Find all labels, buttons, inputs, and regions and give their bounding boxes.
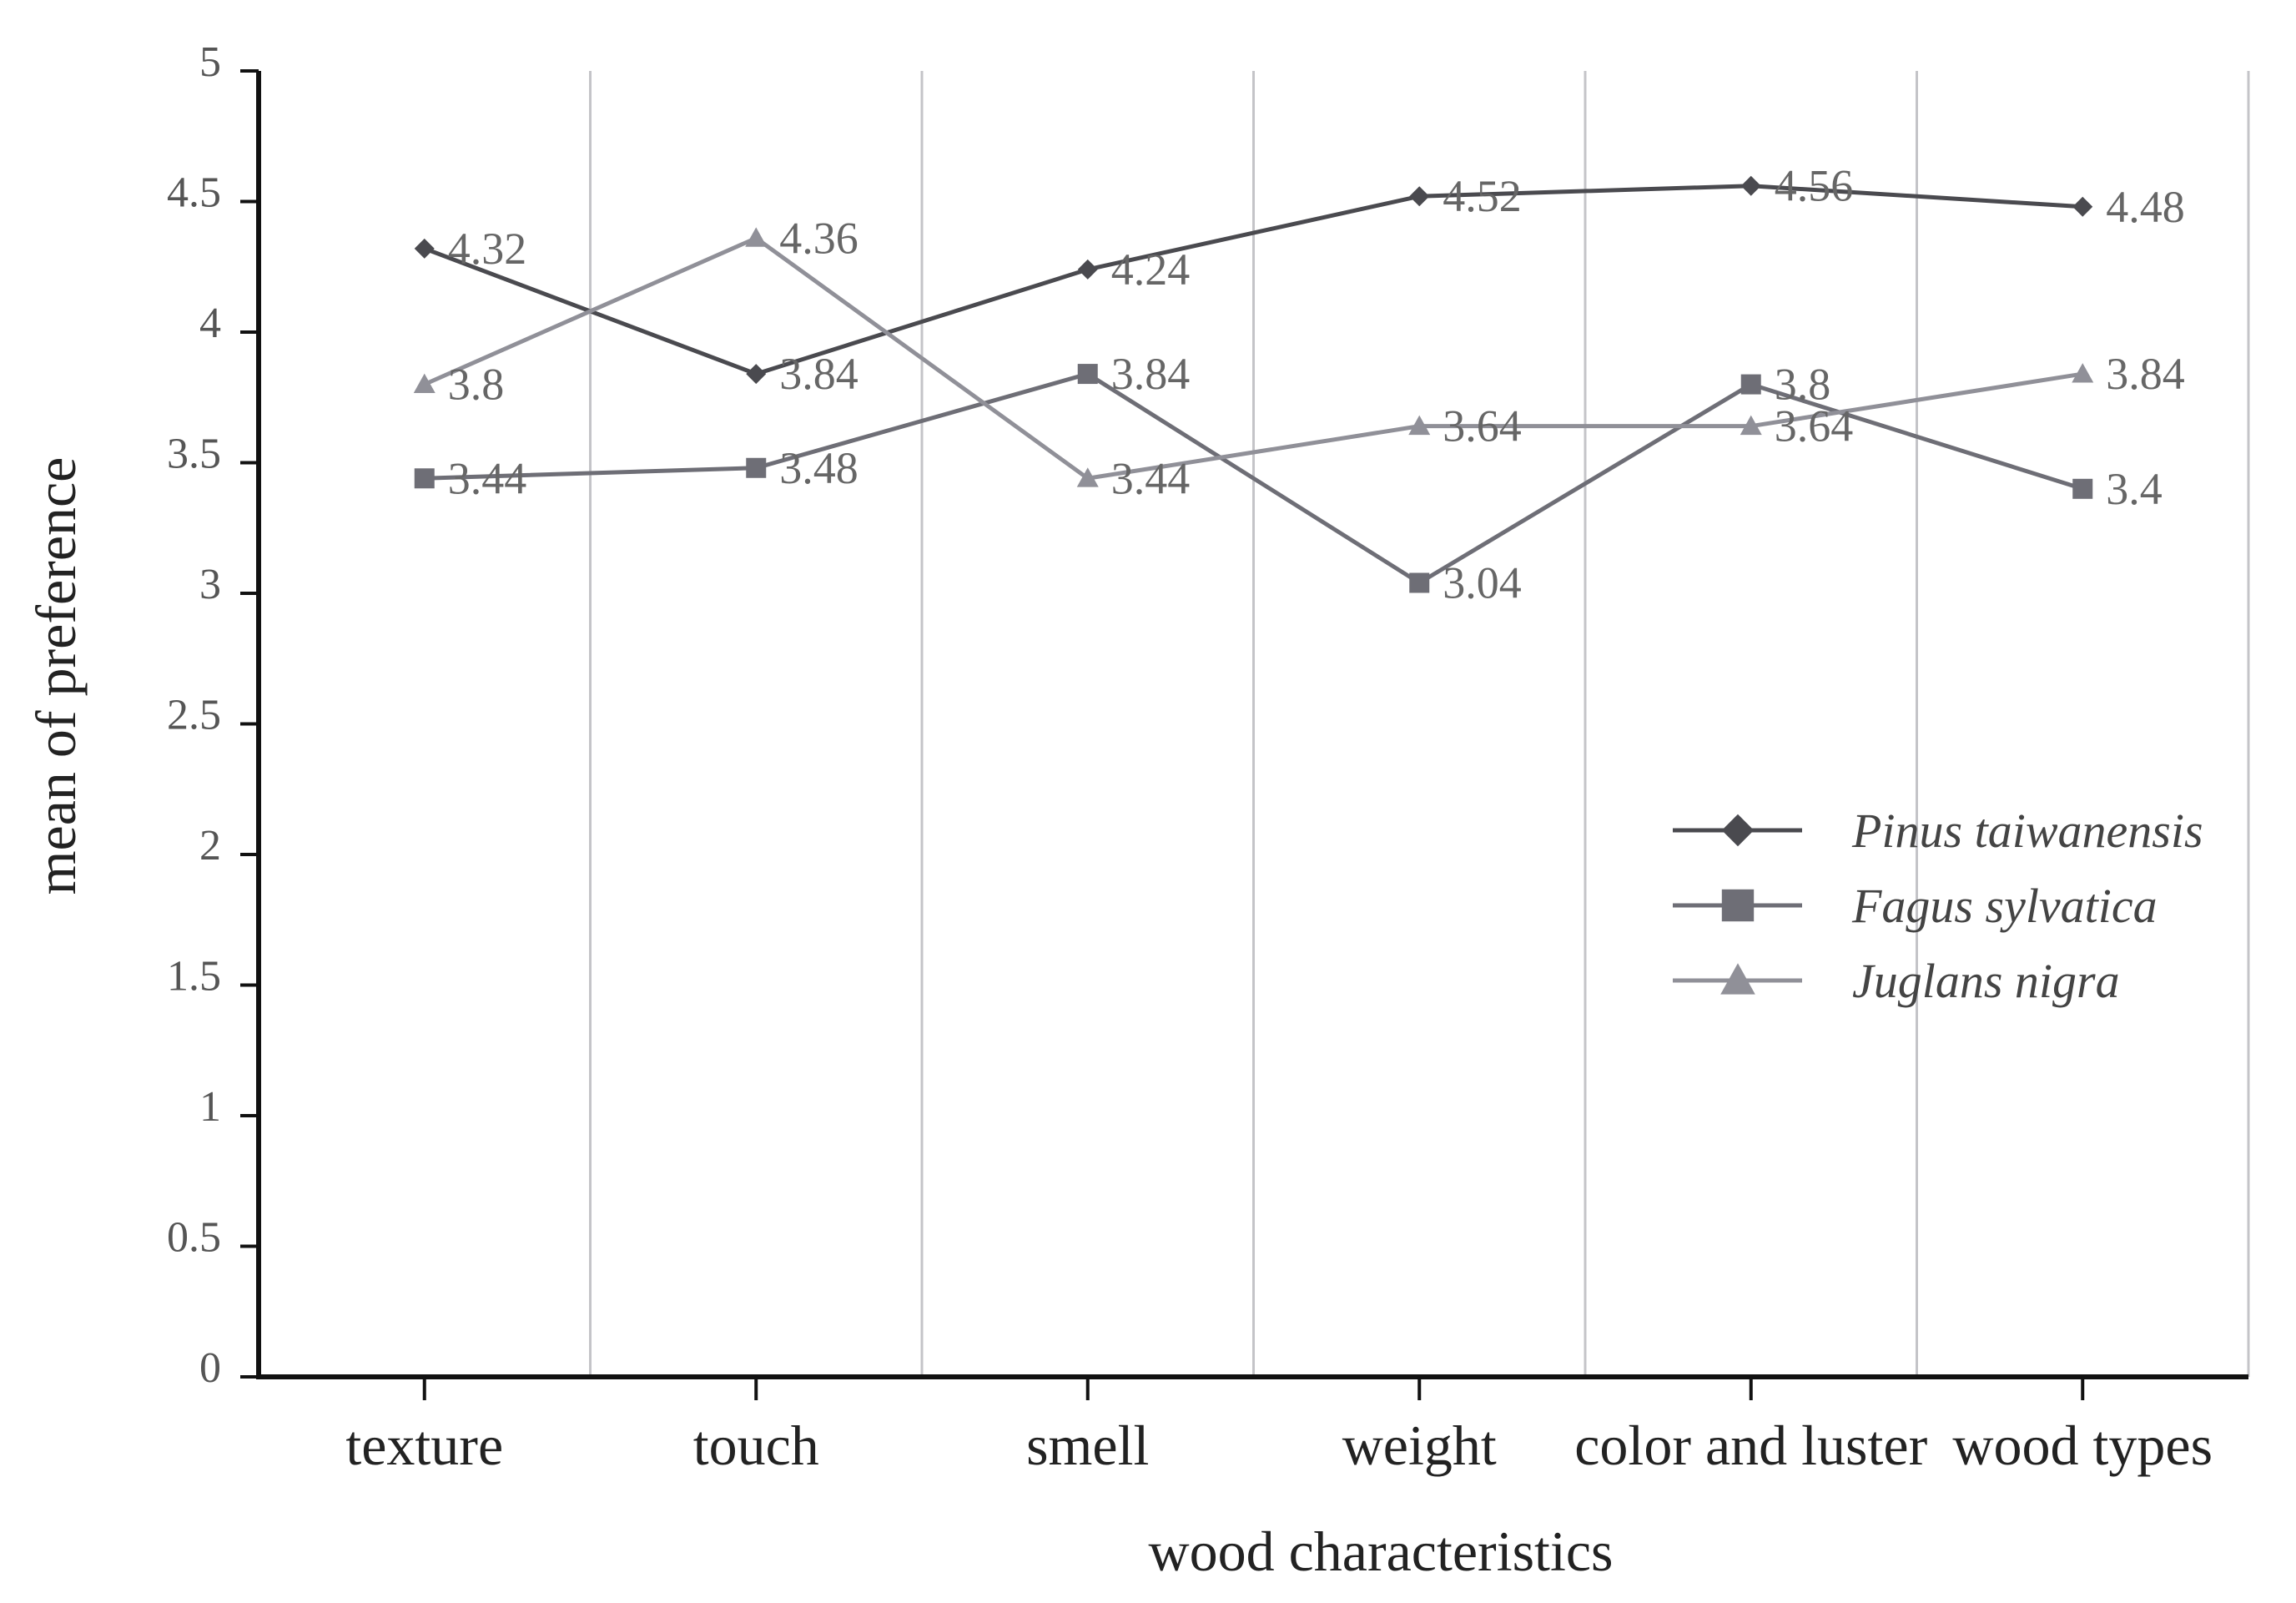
y-tick-label: 0.5 <box>167 1214 221 1262</box>
x-tick-label: color and luster <box>1574 1414 1927 1477</box>
data-label: 4.52 <box>1443 171 1522 221</box>
data-label: 3.8 <box>1775 360 1831 410</box>
data-point <box>745 227 768 247</box>
series-pinus-taiwanensis: 4.32 3.84 4.24 4.52 4.56 4.48 <box>414 161 2185 399</box>
legend-label: Juglans nigra <box>1852 954 2120 1008</box>
y-tick-label: 4.5 <box>167 169 221 217</box>
data-point <box>746 457 767 478</box>
data-point <box>1077 364 1098 385</box>
y-tick-label: 3 <box>199 561 221 608</box>
data-label: 4.32 <box>448 224 527 274</box>
legend-item: Juglans nigra <box>1673 954 2120 1008</box>
data-point <box>2072 478 2093 499</box>
data-label: 4.36 <box>779 213 858 263</box>
y-tick-label: 0 <box>199 1344 221 1392</box>
y-tick-label: 1 <box>199 1083 221 1131</box>
legend-marker <box>1721 889 1755 922</box>
data-label: 4.24 <box>1111 244 1191 295</box>
data-label: 3.84 <box>1111 349 1191 399</box>
y-tick-label: 4 <box>199 300 221 347</box>
legend: Pinus taiwanensis Fagus sylvatica Juglans … <box>1673 804 2203 1008</box>
data-label: 4.48 <box>2106 182 2185 232</box>
data-point <box>1740 374 1761 395</box>
data-point <box>1740 415 1762 436</box>
data-point <box>2072 363 2094 383</box>
legend-label: Fagus sylvatica <box>1851 879 2158 933</box>
data-point <box>1409 572 1430 593</box>
data-point <box>1409 186 1430 207</box>
series-line <box>423 235 2083 481</box>
data-point <box>2072 196 2093 217</box>
data-point <box>414 468 435 489</box>
data-point <box>1076 467 1099 487</box>
y-tick-label: 2.5 <box>167 692 221 739</box>
series-group: 4.32 3.84 4.24 4.52 4.56 4.48 3.44 3.48 3.84 3.04… <box>413 161 2185 607</box>
legend-item: Pinus taiwanensis <box>1673 804 2203 858</box>
y-tick-label: 2 <box>199 822 221 870</box>
x-tick-label: touch <box>693 1414 819 1477</box>
gridlines <box>589 71 2250 1377</box>
data-label: 3.64 <box>1775 401 1854 451</box>
legend-marker <box>1721 814 1755 847</box>
series-line <box>424 371 2084 586</box>
series-fagus-sylvatica: 3.44 3.48 3.84 3.04 3.8 3.4 <box>414 349 2163 607</box>
x-tick-label: texture <box>345 1414 503 1477</box>
legend-marker <box>1720 963 1755 995</box>
data-point <box>1077 259 1098 280</box>
x-axis-title: wood characteristics <box>1149 1520 1614 1583</box>
data-point <box>413 373 436 393</box>
y-tick-label: 1.5 <box>167 953 221 1001</box>
axes: 0 0.5 1 1.5 2 2.5 3 3.5 4 4.5 5 texture touch smell we… <box>167 38 2248 1477</box>
data-label: 3.8 <box>448 360 505 410</box>
data-point <box>1740 175 1761 196</box>
y-tick-label: 3.5 <box>167 431 221 478</box>
x-tick-label: smell <box>1026 1414 1149 1477</box>
data-label: 3.64 <box>1443 401 1522 451</box>
data-label: 3.04 <box>1443 557 1522 607</box>
y-tick-label: 5 <box>199 38 221 86</box>
data-label: 3.84 <box>2106 349 2185 399</box>
legend-item: Fagus sylvatica <box>1673 879 2158 933</box>
data-label: 3.4 <box>2106 464 2163 514</box>
y-axis-title: mean of preference <box>24 457 88 895</box>
data-label: 3.84 <box>779 349 858 399</box>
data-label: 3.44 <box>1111 453 1191 503</box>
data-point <box>414 238 435 259</box>
x-tick-label: wood types <box>1952 1414 2213 1477</box>
data-point <box>746 364 767 385</box>
data-point <box>1408 415 1431 436</box>
data-label: 3.44 <box>448 453 527 503</box>
x-tick-label: weight <box>1342 1414 1497 1477</box>
series-line <box>423 184 2083 376</box>
series-juglans-nigra: 3.8 4.36 3.44 3.64 3.64 3.84 <box>413 213 2185 503</box>
legend-label: Pinus taiwanensis <box>1851 804 2203 858</box>
data-label: 3.48 <box>779 443 858 493</box>
data-label: 4.56 <box>1775 161 1854 211</box>
